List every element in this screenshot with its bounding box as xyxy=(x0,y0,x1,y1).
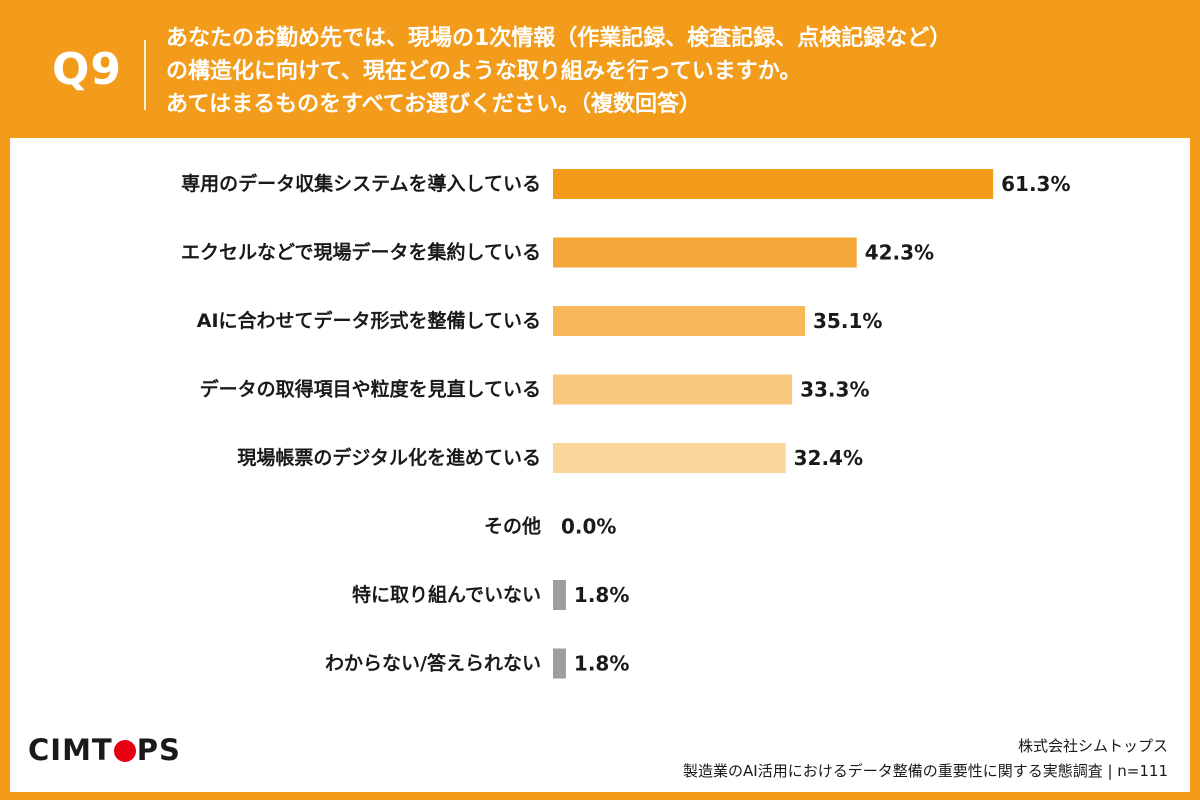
value-label: 33.3% xyxy=(800,378,869,402)
category-label: エクセルなどで現場データを集約している xyxy=(181,241,541,264)
chart-panel: 専用のデータ収集システムを導入している 61.3% エクセルなどで現場データを集約し… xyxy=(10,138,1190,792)
survey-info: 製造業のAI活用におけるデータ整備の重要性に関する実態調査 | n=111 xyxy=(683,762,1168,780)
bar xyxy=(553,169,994,199)
cimtops-logo: CIMT PS xyxy=(28,733,181,767)
logo-text: CIMT xyxy=(28,733,113,767)
value-label: 35.1% xyxy=(813,309,882,333)
company-name: 株式会社シムトップス xyxy=(1017,737,1168,755)
category-label: わからない/答えられない xyxy=(325,652,541,675)
question-number: Q9 xyxy=(52,44,123,95)
bar xyxy=(553,648,566,679)
category-label: AIに合わせてデータ形式を整備している xyxy=(197,309,541,332)
header-divider xyxy=(144,40,146,110)
value-label: 61.3% xyxy=(1001,172,1070,196)
category-label: その他 xyxy=(484,515,541,538)
value-label: 1.8% xyxy=(574,652,629,676)
question-line: あてはまるものをすべてお選びください。（複数回答） xyxy=(166,92,702,117)
question-line: の構造化に向けて、現在どのような取り組みを行っていますか。 xyxy=(166,59,802,84)
value-label: 42.3% xyxy=(865,241,934,265)
value-label: 32.4% xyxy=(794,446,863,470)
question-line: あなたのお勤め先では、現場の1次情報（作業記録、検査記録、点検記録など） xyxy=(166,26,952,51)
category-label: 専用のデータ収集システムを導入している xyxy=(181,172,541,195)
value-label: 1.8% xyxy=(574,583,629,607)
question-text: あなたのお勤め先では、現場の1次情報（作業記録、検査記録、点検記録など） の構造… xyxy=(166,22,1176,121)
value-label: 0.0% xyxy=(561,515,616,539)
category-label: 特に取り組んでいない xyxy=(352,583,541,606)
bar xyxy=(553,237,857,268)
logo-dot xyxy=(113,740,136,762)
bar xyxy=(553,580,566,610)
logo-text: PS xyxy=(136,733,181,767)
question-header: Q9 あなたのお勤め先では、現場の1次情報（作業記録、検査記録、点検記録など） … xyxy=(0,0,1200,138)
category-label: 現場帳票のデジタル化を進めている xyxy=(237,446,541,469)
source-note: 株式会社シムトップス 製造業のAI活用におけるデータ整備の重要性に関する実態調査… xyxy=(683,734,1168,784)
bar xyxy=(553,306,806,336)
bar-chart: 専用のデータ収集システムを導入している 61.3% エクセルなどで現場データを集約し… xyxy=(181,169,1071,679)
category-label: データの取得項目や粒度を見直している xyxy=(200,378,541,401)
bar xyxy=(553,443,786,473)
bar xyxy=(553,374,793,405)
